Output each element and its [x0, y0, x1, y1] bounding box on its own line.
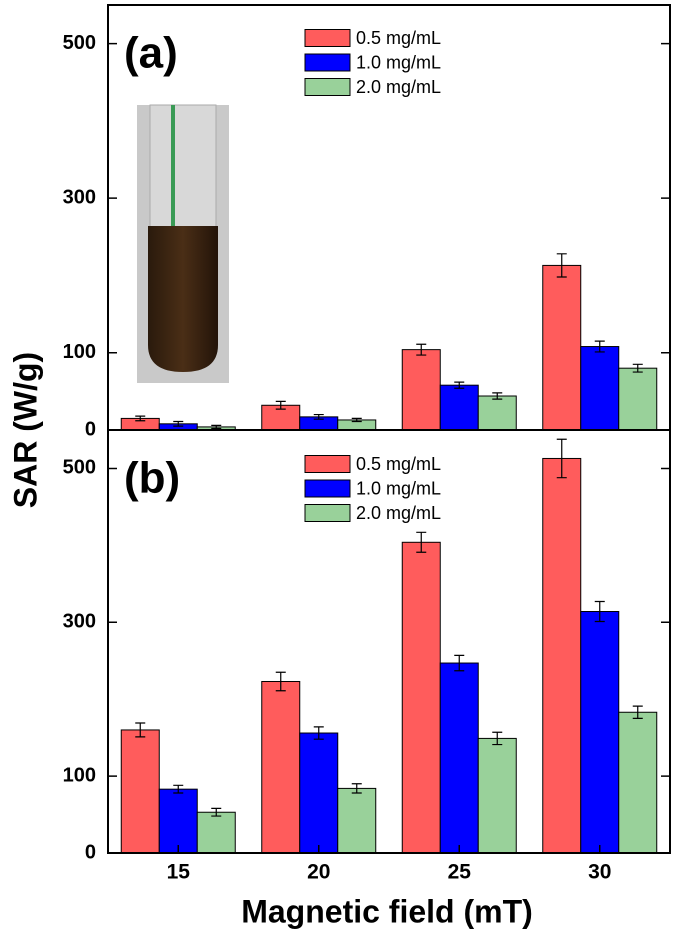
legend-swatch: [304, 504, 351, 522]
error-bar: [454, 381, 465, 389]
y-tick-label: 0: [85, 841, 96, 863]
y-tick-label: 100: [63, 341, 96, 363]
bar: [196, 811, 236, 854]
bar: [580, 346, 620, 431]
error-bar: [135, 722, 146, 738]
y-tick-label: 300: [63, 186, 96, 208]
bar: [542, 264, 582, 431]
legend-swatch: [304, 53, 351, 72]
error-bar: [492, 731, 503, 746]
bar: [158, 788, 198, 854]
legend-label: 0.5 mg/mL: [356, 28, 441, 48]
bar: [337, 787, 377, 854]
error-bar: [632, 705, 643, 720]
y-tick-label: 100: [63, 764, 96, 786]
error-bar: [492, 392, 503, 400]
legend-label: 1.0 mg/mL: [356, 478, 441, 498]
legend-label: 1.0 mg/mL: [356, 52, 441, 72]
y-tick-label: 500: [63, 457, 96, 479]
y-tick-label: 0: [85, 418, 96, 440]
x-tick-label: 25: [448, 861, 472, 884]
error-bar: [454, 654, 465, 672]
error-bar: [173, 784, 184, 794]
error-bar: [211, 807, 222, 817]
legend-swatch: [304, 479, 351, 498]
error-bar: [173, 420, 184, 427]
error-bar: [632, 363, 643, 373]
x-tick-label: 30: [588, 861, 611, 884]
error-bar: [351, 783, 362, 794]
bar: [120, 729, 160, 854]
y-axis-label: SAR (W/g): [7, 352, 43, 508]
bar: [439, 384, 479, 431]
panel-label: (a): [124, 29, 178, 78]
error-bar: [313, 726, 324, 740]
bar: [618, 367, 658, 431]
bar: [618, 711, 658, 854]
plot-frame: [107, 429, 671, 854]
error-bar: [556, 253, 567, 278]
legend-label: 0.5 mg/mL: [356, 454, 441, 474]
error-bar: [275, 671, 286, 692]
bar: [477, 395, 517, 431]
bar: [261, 680, 301, 854]
bar: [477, 737, 517, 854]
y-tick-label: 300: [63, 611, 96, 633]
inset-photo: [137, 104, 229, 383]
legend-swatch: [304, 455, 351, 473]
error-bar: [556, 438, 567, 479]
legend-swatch: [304, 78, 351, 96]
bar: [580, 611, 620, 854]
error-bar: [594, 600, 605, 623]
error-bar: [594, 340, 605, 353]
error-bar: [275, 400, 286, 410]
bar: [401, 541, 441, 854]
x-tick-label: 15: [167, 861, 191, 884]
panel-label: (b): [124, 454, 180, 503]
legend-label: 2.0 mg/mL: [356, 77, 441, 97]
x-axis-label: Magnetic field (mT): [241, 893, 533, 929]
legend-swatch: [304, 29, 351, 47]
error-bar: [416, 531, 427, 553]
error-bar: [211, 424, 222, 430]
x-tick-label: 20: [307, 861, 330, 884]
bar: [401, 349, 441, 431]
bar: [299, 732, 339, 854]
error-bar: [313, 413, 324, 420]
error-bar: [135, 415, 146, 422]
legend-label: 2.0 mg/mL: [356, 503, 441, 523]
bar: [439, 662, 479, 854]
error-bar: [351, 417, 362, 423]
y-tick-label: 500: [63, 32, 96, 54]
bar: [542, 457, 582, 854]
error-bar: [416, 343, 427, 356]
